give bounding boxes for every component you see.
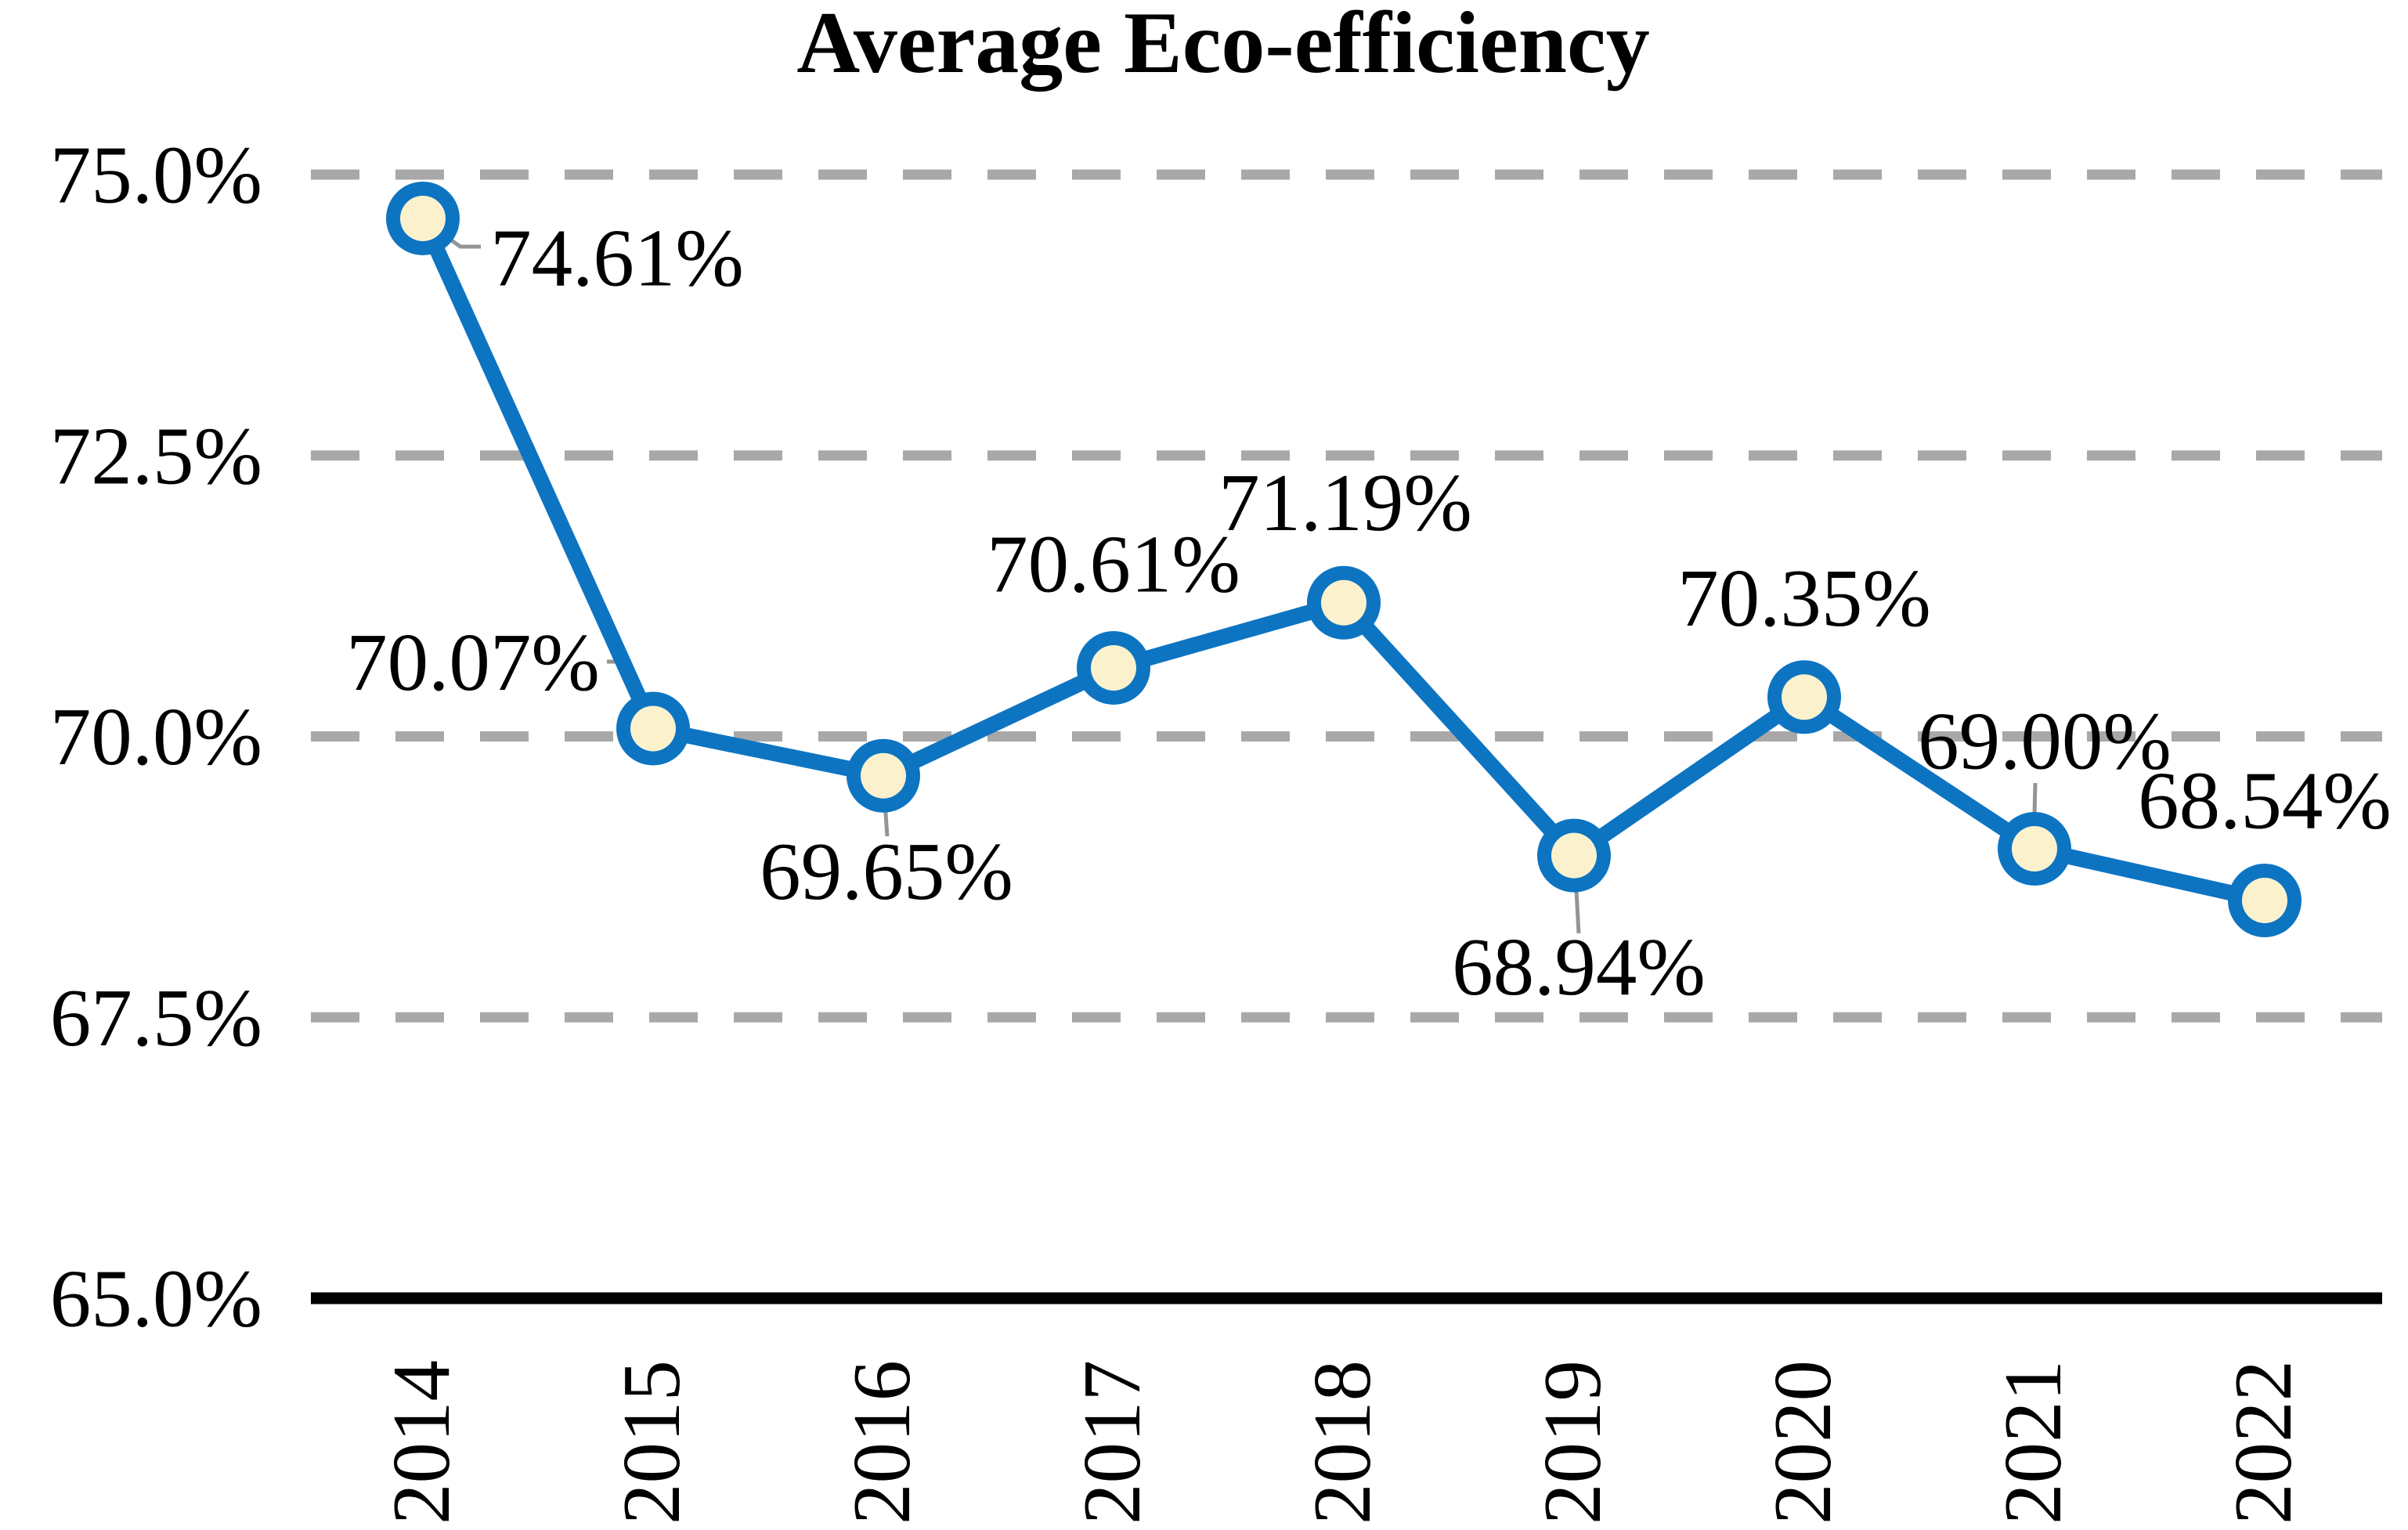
y-tick-label-65.0%: 65.0%	[50, 1253, 262, 1344]
data-label-2018: 71.19%	[1218, 456, 1472, 548]
y-tick-label-70.0%: 70.0%	[50, 691, 262, 782]
data-label-2017: 70.61%	[987, 518, 1240, 609]
x-tick-labels: 2014 2015 2016 2017 2018 2019 2020 2021 2022	[375, 1360, 2309, 1525]
data-label-2020: 70.35%	[1677, 552, 1931, 644]
trend-line-Average Eco-efficiency	[415, 210, 2273, 909]
y-tick-labels: 75.0% 72.5% 70.0% 67.5% 65.0%	[50, 129, 262, 1344]
data-point-2019	[1551, 832, 1597, 879]
x-tick-label-2021: 2021	[1987, 1360, 2078, 1525]
data-point-2015	[630, 705, 676, 752]
data-label-2022: 68.54%	[2138, 755, 2392, 846]
x-tick-label-2022: 2022	[2217, 1360, 2309, 1525]
x-tick-label-2018: 2018	[1296, 1360, 1388, 1525]
data-label-2014: 74.61%	[490, 211, 744, 303]
x-tick-label-2017: 2017	[1066, 1360, 1157, 1525]
data-label-2021: 69.00%	[1918, 695, 2172, 787]
data-point-2022	[2242, 878, 2287, 924]
y-tick-label-67.5%: 67.5%	[50, 972, 262, 1063]
data-point-2018	[1321, 579, 1366, 626]
data-label-2015: 70.07%	[346, 616, 600, 708]
chart-title: Average Eco-efficiency	[796, 0, 1649, 92]
x-tick-label-2014: 2014	[375, 1360, 467, 1525]
data-point-2021	[2012, 826, 2057, 871]
data-point-2014	[400, 195, 446, 241]
data-series-layer	[386, 181, 2301, 938]
y-tick-label-75.0%: 75.0%	[50, 129, 262, 221]
x-tick-label-2020: 2020	[1756, 1360, 1848, 1525]
data-labels-layer: 74.61% 70.07% 69.65% 70.61%71.19% 68.94% 70.3…	[346, 211, 2392, 1012]
data-point-2017	[1091, 644, 1136, 691]
x-tick-label-2019: 2019	[1526, 1360, 1618, 1525]
data-label-2019: 68.94%	[1452, 921, 1706, 1012]
data-point-2020	[1782, 674, 1827, 720]
y-tick-label-72.5%: 72.5%	[50, 410, 262, 501]
data-label-2016: 69.65%	[760, 825, 1013, 917]
data-point-2016	[861, 752, 906, 799]
x-tick-label-2016: 2016	[836, 1360, 927, 1525]
x-tick-label-2015: 2015	[605, 1360, 697, 1525]
